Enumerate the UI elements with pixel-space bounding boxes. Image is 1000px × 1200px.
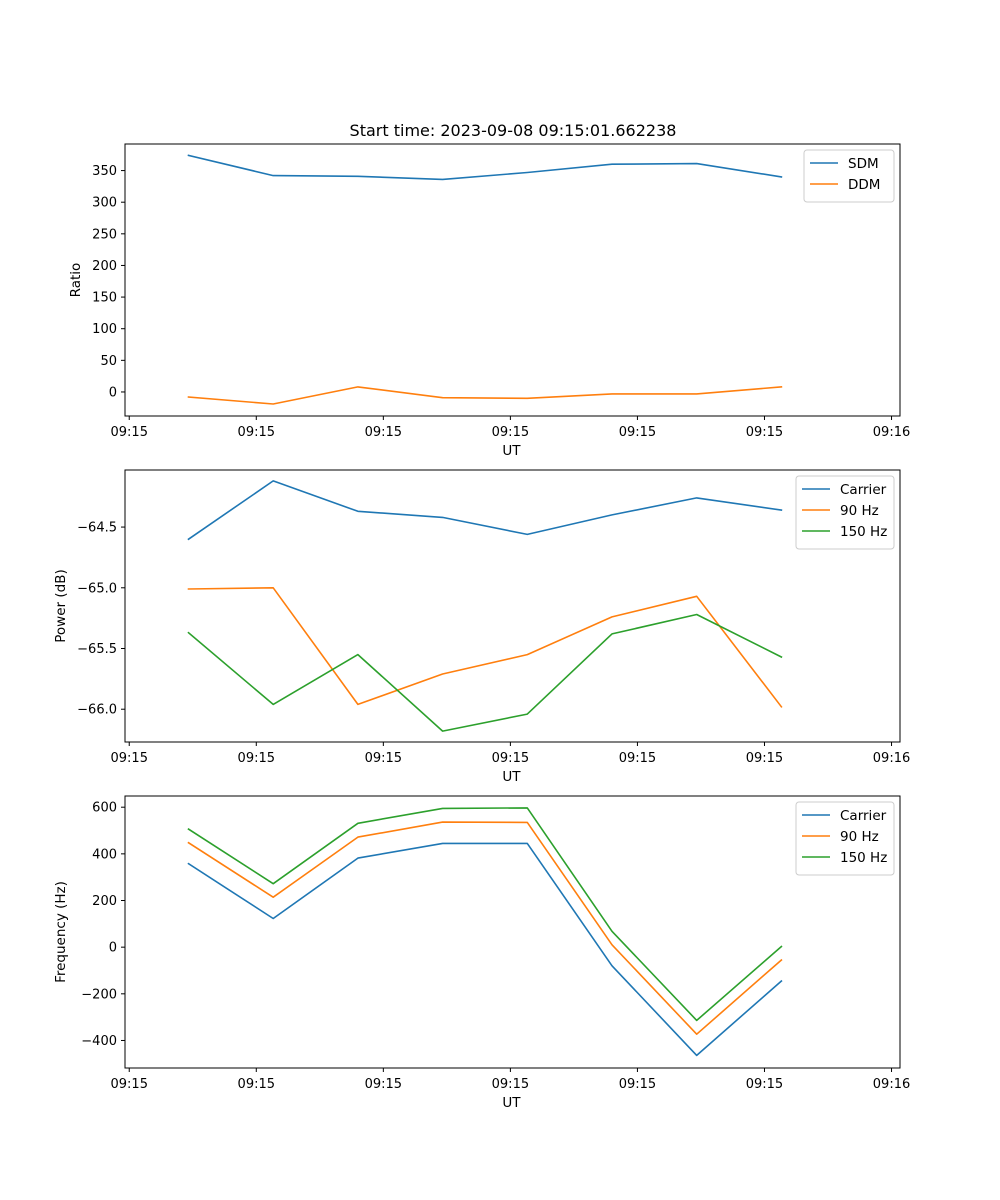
x-tick-label: 09:15 — [746, 425, 783, 440]
y-tick-label: 150 — [92, 291, 117, 306]
chart-title: Start time: 2023-09-08 09:15:01.662238 — [350, 121, 677, 140]
y-tick-label: 350 — [92, 164, 117, 179]
x-tick-label: 09:16 — [873, 425, 910, 440]
subplot-1: 09:15 09:15 09:15 09:15 09:15 09:15 09:16 0 50 10… — [68, 143, 910, 459]
x-tick-label: 09:15 — [365, 425, 402, 440]
x-tick-label: 09:15 — [492, 425, 529, 440]
y-tick-label: 400 — [92, 847, 117, 862]
series-line-150-hz — [187, 613, 783, 732]
y-tick-label: 0 — [109, 385, 117, 400]
x-axis-label: UT — [502, 769, 521, 785]
y-axis-label: Power (dB) — [53, 569, 69, 642]
y-axis-label: Ratio — [68, 263, 84, 298]
legend-label: 90 Hz — [840, 503, 879, 519]
x-tick-label: 09:15 — [619, 425, 656, 440]
plot-frame — [124, 143, 901, 417]
subplot-3: 09:15 09:15 09:15 09:15 09:15 09:15 09:16 600 40… — [53, 795, 910, 1111]
y-tick-label: 250 — [92, 227, 117, 242]
x-tick-label: 09:15 — [238, 425, 275, 440]
subplot-2: 09:15 09:15 09:15 09:15 09:15 09:15 09:16 −64.5… — [53, 469, 910, 785]
x-axis-label: UT — [502, 443, 521, 459]
x-tick-label: 09:15 — [238, 751, 275, 766]
y-tick-label: −400 — [81, 1034, 117, 1049]
legend: SDM DDM — [803, 149, 895, 203]
series-line-ddm — [187, 386, 783, 405]
y-tick-label: −200 — [81, 987, 117, 1002]
x-tick-label: 09:15 — [619, 751, 656, 766]
x-tick-label: 09:15 — [492, 751, 529, 766]
y-tick-label: −65.5 — [77, 642, 117, 657]
y-tick-label: 100 — [92, 322, 117, 337]
legend-label: Carrier — [840, 482, 887, 498]
legend: Carrier 90 Hz 150 Hz — [795, 475, 895, 550]
legend-label: SDM — [848, 156, 879, 172]
y-tick-label: 200 — [92, 259, 117, 274]
legend-label: DDM — [848, 177, 880, 193]
x-tick-label: 09:15 — [238, 1077, 275, 1092]
series-line-90-hz — [187, 821, 783, 1035]
plot-frame — [124, 469, 901, 743]
plot-frame — [124, 795, 901, 1069]
x-tick-label: 09:15 — [365, 751, 402, 766]
x-tick-label: 09:16 — [873, 751, 910, 766]
legend: Carrier 90 Hz 150 Hz — [795, 801, 895, 876]
y-tick-label: 600 — [92, 801, 117, 816]
series-line-carrier — [187, 842, 783, 1057]
legend-label: 90 Hz — [840, 829, 879, 845]
y-tick-label: −65.0 — [77, 581, 117, 596]
legend-label: 150 Hz — [840, 524, 887, 540]
x-axis-label: UT — [502, 1095, 521, 1111]
series-line-sdm — [187, 154, 783, 181]
y-tick-label: 0 — [109, 941, 117, 956]
series-line-90-hz — [187, 586, 783, 708]
y-tick-label: −66.0 — [77, 703, 117, 718]
x-tick-label: 09:15 — [746, 1077, 783, 1092]
x-tick-label: 09:15 — [619, 1077, 656, 1092]
x-tick-label: 09:15 — [111, 1077, 148, 1092]
y-tick-label: −64.5 — [77, 521, 117, 536]
legend-label: Carrier — [840, 808, 887, 824]
x-tick-label: 09:15 — [492, 1077, 529, 1092]
y-tick-label: 50 — [100, 354, 117, 369]
x-tick-label: 09:15 — [365, 1077, 402, 1092]
x-tick-label: 09:15 — [111, 425, 148, 440]
x-tick-label: 09:15 — [111, 751, 148, 766]
x-tick-label: 09:15 — [746, 751, 783, 766]
legend-label: 150 Hz — [840, 850, 887, 866]
y-tick-label: 200 — [92, 894, 117, 909]
x-tick-label: 09:16 — [873, 1077, 910, 1092]
y-tick-label: 300 — [92, 196, 117, 211]
y-axis-label: Frequency (Hz) — [53, 881, 69, 983]
series-line-carrier — [187, 480, 783, 541]
series-line-150-hz — [187, 807, 783, 1022]
